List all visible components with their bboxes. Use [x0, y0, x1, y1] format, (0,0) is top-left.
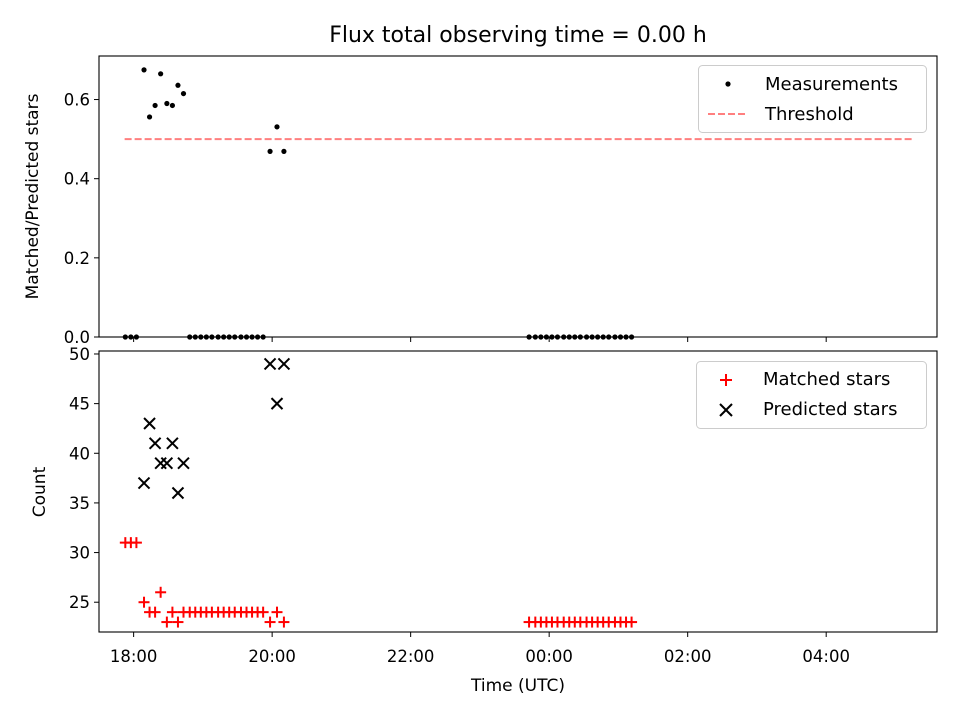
measurement-point — [169, 102, 176, 109]
top-y-tick-label: 0.0 — [64, 328, 90, 347]
bottom-y-axis-label: Count — [30, 466, 50, 517]
bottom-axes: 25 30 35 40 45 50 18:00 20:00 22:00 00:00 02:00 04… — [30, 345, 938, 696]
chart-title: Flux total observing time = 0.00 h — [329, 23, 707, 48]
matched-star-marker — [172, 616, 184, 628]
x-tick-label: 18:00 — [110, 647, 158, 666]
bottom-y-tick-label: 30 — [69, 544, 90, 563]
bottom-y-tick-label: 25 — [69, 593, 90, 612]
measurement-point — [175, 82, 181, 88]
matched-star-marker — [155, 586, 167, 598]
predicted-star-marker — [143, 417, 156, 430]
matched-star-marker — [271, 606, 283, 618]
predicted-star-marker — [148, 437, 162, 450]
matched-star-marker — [264, 616, 276, 628]
top-y-tick-label: 0.2 — [64, 249, 90, 268]
top-legend: Measurements Threshold — [698, 65, 927, 133]
x-tick-label: 02:00 — [664, 647, 712, 666]
legend-matched-marker — [720, 374, 732, 386]
top-axes-frame — [98, 55, 938, 338]
top-y-ticks: 0.0 0.2 0.4 0.6 — [64, 91, 99, 347]
legend-measurements-label: Measurements — [765, 74, 898, 95]
matched-star-marker — [166, 606, 178, 618]
matched-stars-points — [119, 537, 638, 628]
legend-measurements-marker — [725, 81, 731, 87]
top-y-axis-label: Matched/Predicted stars — [23, 93, 43, 299]
bottom-legend-frame — [696, 361, 927, 429]
x-tick-label: 00:00 — [525, 647, 573, 666]
predicted-star-marker — [263, 357, 277, 371]
predicted-star-marker — [171, 486, 185, 500]
top-x-ticks — [133, 337, 827, 342]
measurement-point — [281, 148, 287, 154]
matched-star-marker — [138, 596, 150, 608]
matched-star-marker — [149, 606, 161, 618]
matched-star-marker — [161, 616, 173, 628]
x-tick-label: 04:00 — [802, 647, 850, 666]
measurement-point — [158, 71, 164, 77]
bottom-y-tick-label: 35 — [69, 494, 90, 513]
measurement-point — [274, 124, 280, 130]
measurement-point — [267, 148, 273, 154]
matched-star-marker — [278, 616, 290, 628]
x-tick-label: 22:00 — [387, 647, 435, 666]
top-axes: 0.0 0.2 0.4 0.6 Matched/Predicted stars Mea… — [23, 55, 938, 347]
legend-predicted-marker — [719, 403, 733, 417]
bottom-y-tick-label: 40 — [69, 444, 90, 463]
x-tick-label: 20:00 — [248, 647, 296, 666]
predicted-star-marker — [166, 437, 179, 450]
matched-star-marker — [130, 537, 142, 549]
bottom-y-ticks: 25 30 35 40 45 50 — [69, 345, 99, 612]
measurement-point — [180, 90, 187, 97]
top-legend-frame — [698, 65, 927, 133]
top-y-tick-label: 0.4 — [64, 170, 90, 189]
bottom-y-tick-label: 45 — [69, 395, 90, 414]
predicted-star-marker — [270, 397, 284, 410]
bottom-axes-frame — [98, 350, 938, 633]
legend-matched-label: Matched stars — [763, 369, 890, 390]
legend-threshold-label: Threshold — [764, 104, 854, 125]
bottom-y-tick-label: 50 — [69, 345, 90, 364]
measurement-point — [152, 102, 158, 109]
bottom-x-ticks: 18:00 20:00 22:00 00:00 02:00 04:00 — [110, 632, 850, 666]
matched-star-marker — [626, 616, 638, 628]
predicted-star-marker — [277, 357, 291, 371]
top-y-tick-label: 0.6 — [64, 91, 90, 110]
predicted-star-marker — [137, 476, 151, 490]
x-axis-label: Time (UTC) — [470, 676, 565, 696]
measurement-point — [141, 67, 147, 73]
measurement-point — [146, 114, 153, 120]
predicted-star-marker — [177, 456, 190, 470]
predicted-star-marker — [160, 456, 174, 470]
legend-predicted-label: Predicted stars — [763, 399, 897, 420]
matched-star-marker — [257, 606, 269, 618]
predicted-stars-points — [137, 357, 291, 500]
bottom-legend: Matched stars Predicted stars — [696, 361, 927, 429]
measurement-point — [164, 100, 170, 107]
